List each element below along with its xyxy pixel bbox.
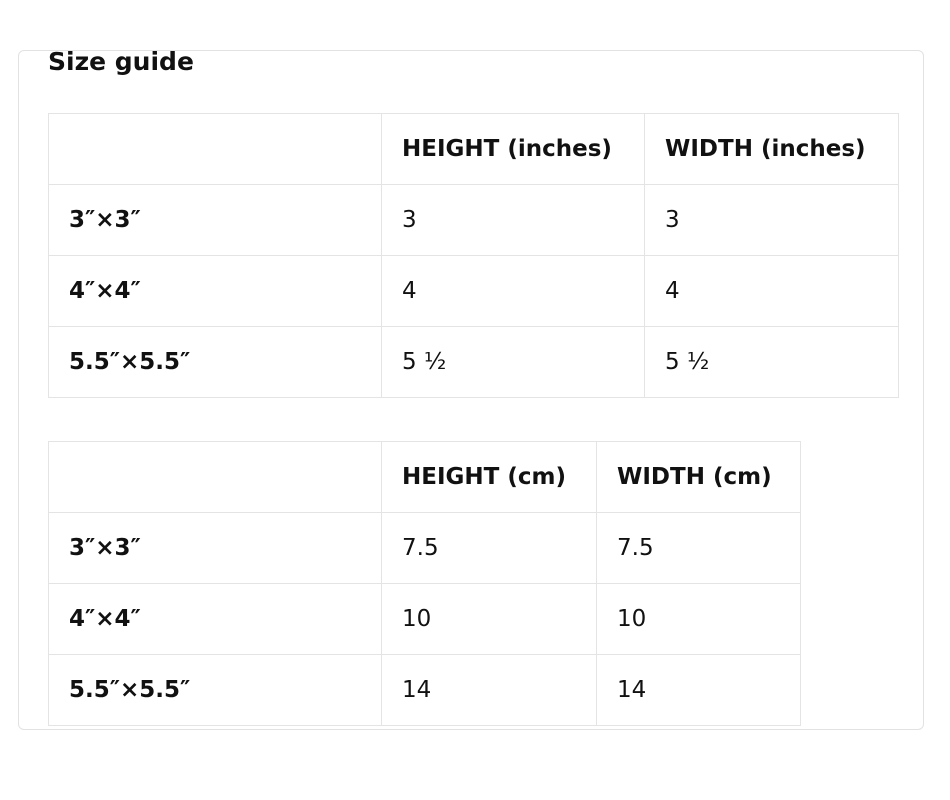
cell-width: 7.5 (596, 512, 801, 584)
cell-height: 4 (381, 255, 645, 327)
cell-height: 7.5 (381, 512, 597, 584)
size-guide-title: Size guide (48, 50, 194, 76)
cell-width: 3 (644, 184, 899, 256)
cell-width: 5 ½ (644, 326, 899, 398)
header-cell (48, 441, 382, 513)
table-row: 4″×4″ 4 4 (48, 255, 899, 327)
size-table-cm: HEIGHT (cm) WIDTH (cm) 3″×3″ 7.5 7.5 4″×… (48, 441, 801, 726)
cell-width: 10 (596, 583, 801, 655)
size-table-inches: HEIGHT (inches) WIDTH (inches) 3″×3″ 3 3… (48, 113, 899, 398)
table-row: 3″×3″ 7.5 7.5 (48, 512, 801, 584)
row-label: 4″×4″ (48, 583, 382, 655)
row-label: 5.5″×5.5″ (48, 326, 382, 398)
cell-width: 4 (644, 255, 899, 327)
table-header-row: HEIGHT (inches) WIDTH (inches) (48, 113, 899, 185)
cell-width: 14 (596, 654, 801, 726)
row-label: 3″×3″ (48, 512, 382, 584)
cell-height: 14 (381, 654, 597, 726)
header-cell: WIDTH (cm) (596, 441, 801, 513)
row-label: 4″×4″ (48, 255, 382, 327)
table-row: 5.5″×5.5″ 5 ½ 5 ½ (48, 326, 899, 398)
table-row: 5.5″×5.5″ 14 14 (48, 654, 801, 726)
cell-height: 3 (381, 184, 645, 256)
size-guide-card: Size guide HEIGHT (inches) WIDTH (inches… (18, 50, 924, 730)
row-label: 5.5″×5.5″ (48, 654, 382, 726)
table-row: 4″×4″ 10 10 (48, 583, 801, 655)
header-cell: HEIGHT (cm) (381, 441, 597, 513)
row-label: 3″×3″ (48, 184, 382, 256)
header-cell (48, 113, 382, 185)
table-row: 3″×3″ 3 3 (48, 184, 899, 256)
cell-height: 5 ½ (381, 326, 645, 398)
header-cell: HEIGHT (inches) (381, 113, 645, 185)
cell-height: 10 (381, 583, 597, 655)
table-header-row: HEIGHT (cm) WIDTH (cm) (48, 441, 801, 513)
header-cell: WIDTH (inches) (644, 113, 899, 185)
